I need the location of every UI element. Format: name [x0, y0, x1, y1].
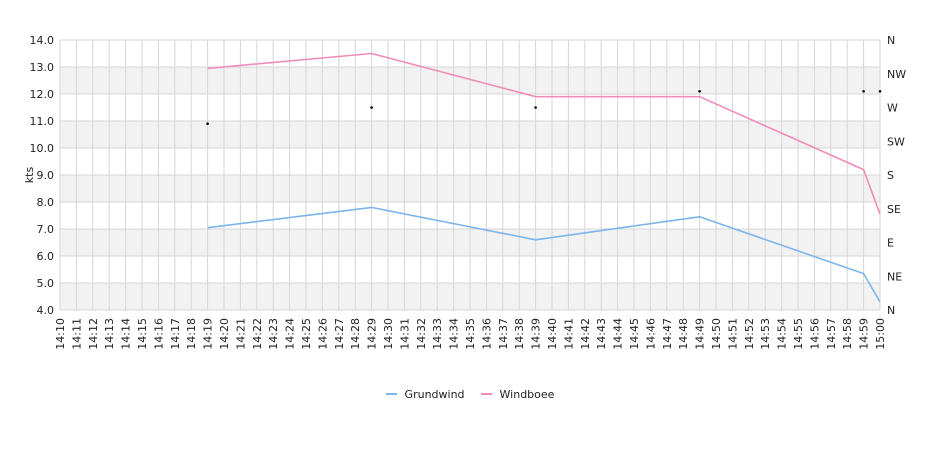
x-tick-label: 14:32 [415, 318, 428, 350]
x-tick-label: 14:33 [431, 318, 444, 350]
direction-marker [862, 90, 865, 93]
x-tick-label: 14:57 [825, 318, 838, 350]
x-tick-label: 14:22 [251, 318, 264, 350]
x-tick-label: 14:13 [103, 318, 116, 350]
x-tick-label: 14:52 [743, 318, 756, 350]
x-tick-label: 14:37 [497, 318, 510, 350]
y-tick-label: 11.0 [30, 115, 55, 128]
x-tick-label: 14:12 [87, 318, 100, 350]
series-lines [207, 52, 881, 303]
x-tick-label: 14:34 [448, 318, 461, 350]
x-tick-label: 14:39 [530, 318, 543, 350]
y-tick-label: 12.0 [30, 88, 55, 101]
legend-item[interactable]: Windboee [480, 387, 555, 401]
x-tick-label: 14:53 [759, 318, 772, 350]
y-axis-label: kts [23, 167, 36, 184]
x-tick-label: 14:44 [612, 318, 625, 350]
y2-tick-label: N [887, 304, 895, 317]
y-tick-label: 14.0 [30, 34, 55, 47]
grid-lines [59, 39, 881, 311]
x-tick-label: 14:50 [710, 318, 723, 350]
x-tick-label: 14:45 [628, 318, 641, 350]
x-tick-label: 14:43 [595, 318, 608, 350]
direction-markers [206, 90, 882, 125]
x-tick-label: 14:35 [464, 318, 477, 350]
x-tick-label: 14:17 [169, 318, 182, 350]
y-axis-ticks: 4.0 5.0 6.0 7.0 8.0 9.0 10.0 11.0 12.0 13.0 14.0 [30, 34, 55, 317]
y-tick-label: 8.0 [37, 196, 55, 209]
x-tick-label: 14:59 [858, 318, 871, 350]
x-tick-label: 14:14 [120, 318, 133, 350]
x-tick-label: 14:47 [661, 318, 674, 350]
x-tick-label: 14:21 [234, 318, 247, 350]
x-tick-label: 14:10 [54, 318, 67, 350]
y2-tick-label: NE [887, 270, 902, 283]
y-tick-label: 10.0 [30, 142, 55, 155]
x-tick-label: 14:36 [480, 318, 493, 350]
x-tick-label: 14:58 [841, 318, 854, 350]
x-tick-label: 14:27 [333, 318, 346, 350]
x-tick-label: 14:40 [546, 318, 559, 350]
x-tick-label: 14:31 [398, 318, 411, 350]
x-tick-label: 14:41 [562, 318, 575, 350]
x-tick-label: 14:49 [694, 318, 707, 350]
y-tick-label: 5.0 [37, 277, 55, 290]
x-tick-label: 14:46 [644, 318, 657, 350]
y2-tick-label: W [887, 102, 898, 115]
direction-marker [370, 106, 373, 109]
y2-tick-label: NW [887, 68, 906, 81]
x-tick-label: 14:26 [316, 318, 329, 350]
x-tick-label: 14:20 [218, 318, 231, 350]
y2-axis-ticks: N NE E SE S SW W NW N [887, 34, 906, 317]
y-tick-label: 13.0 [30, 61, 55, 74]
x-tick-label: 14:11 [70, 318, 83, 350]
x-tick-label: 14:51 [726, 318, 739, 350]
direction-marker [206, 122, 209, 125]
x-tick-label: 14:48 [677, 318, 690, 350]
legend-label: Windboee [499, 387, 555, 401]
series-line [207, 52, 881, 215]
legend-label: Grundwind [404, 387, 465, 401]
x-tick-label: 14:23 [267, 318, 280, 350]
x-tick-label: 15:00 [874, 318, 887, 350]
x-tick-label: 14:28 [349, 318, 362, 350]
y-tick-label: 4.0 [37, 304, 55, 317]
direction-marker [534, 106, 537, 109]
y2-tick-label: E [887, 237, 894, 250]
y2-tick-label: SW [887, 135, 905, 148]
y2-tick-label: N [887, 34, 895, 47]
y-tick-label: 9.0 [37, 169, 55, 182]
x-tick-label: 14:25 [300, 318, 313, 350]
x-tick-label: 14:24 [284, 318, 297, 350]
x-tick-label: 14:18 [185, 318, 198, 350]
x-tick-label: 14:29 [366, 318, 379, 350]
x-tick-label: 14:30 [382, 318, 395, 350]
legend: Grundwind Windboee [0, 385, 940, 401]
y-tick-label: 6.0 [37, 250, 55, 263]
series-line [207, 206, 881, 303]
legend-swatch [385, 393, 397, 395]
x-axis-ticks: 14:10 14:11 14:12 14:13 14:14 14:15 14:16 14:17… [54, 318, 887, 350]
direction-marker [698, 90, 701, 93]
x-tick-label: 14:16 [152, 318, 165, 350]
legend-item[interactable]: Grundwind [385, 387, 465, 401]
x-tick-label: 14:42 [579, 318, 592, 350]
legend-swatch [480, 393, 492, 395]
x-tick-label: 14:55 [792, 318, 805, 350]
x-tick-label: 14:56 [808, 318, 821, 350]
y2-tick-label: S [887, 169, 894, 182]
x-tick-label: 14:15 [136, 318, 149, 350]
x-tick-label: 14:54 [776, 318, 789, 350]
x-tick-label: 14:38 [513, 318, 526, 350]
direction-marker [878, 90, 882, 93]
x-tick-label: 14:19 [202, 318, 215, 350]
y-tick-label: 7.0 [37, 223, 55, 236]
y2-tick-label: SE [887, 203, 901, 216]
